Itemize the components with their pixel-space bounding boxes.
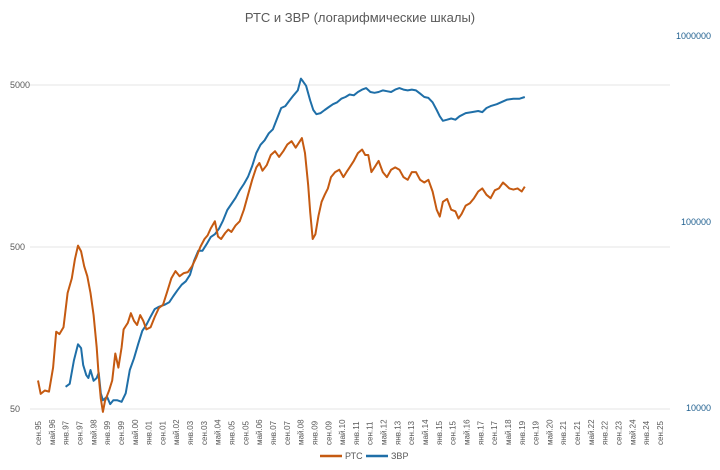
x-tick-label: сен.15 [449, 420, 458, 445]
x-tick-label: сен.25 [656, 420, 665, 445]
x-tick-label: май.08 [297, 419, 306, 445]
x-tick-label: янв.99 [103, 420, 112, 445]
x-tick-label: янв.19 [518, 420, 527, 445]
x-tick-label: сен.19 [532, 420, 541, 445]
x-tick-label: май.20 [545, 419, 554, 445]
x-tick-label: янв.09 [310, 420, 319, 445]
left-tick-label: 50 [10, 404, 20, 414]
right-tick-label: 10000 [686, 403, 711, 413]
x-tick-label: янв.15 [435, 420, 444, 445]
x-tick-label: янв.17 [476, 420, 485, 445]
right-tick-label: 100000 [681, 217, 711, 227]
x-tick-label: май.18 [504, 419, 513, 445]
legend-label-zvr: ЗВР [391, 451, 408, 461]
chart-title: РТС и ЗВР (логарифмические шкалы) [245, 10, 475, 25]
x-tick-label: сен.03 [200, 420, 209, 445]
x-tick-label: янв.21 [559, 420, 568, 445]
x-tick-label: сен.07 [283, 420, 292, 445]
x-tick-label: май.02 [172, 419, 181, 445]
x-tick-label: янв.97 [62, 420, 71, 445]
x-axis: сен.95 май.96 янв.97 сен.97 май.98 янв.99 сен.… [34, 419, 665, 445]
x-tick-label: май.98 [89, 419, 98, 445]
x-tick-label: янв.24 [642, 420, 651, 445]
legend: РТС ЗВР [320, 451, 408, 461]
x-tick-label: сен.97 [75, 420, 84, 445]
x-tick-label: сен.17 [490, 420, 499, 445]
gridlines [30, 84, 670, 410]
left-tick-label: 500 [10, 242, 25, 252]
x-tick-label: май.22 [587, 419, 596, 445]
x-tick-label: сен.09 [324, 420, 333, 445]
x-tick-label: май.00 [131, 419, 140, 445]
x-tick-label: янв.05 [228, 420, 237, 445]
x-tick-label: сен.13 [407, 420, 416, 445]
x-tick-label: янв.22 [601, 420, 610, 445]
x-tick-label: май.04 [214, 419, 223, 445]
x-tick-label: янв.07 [269, 420, 278, 445]
x-tick-label: сен.11 [366, 421, 375, 445]
x-tick-label: сен.01 [158, 420, 167, 445]
x-tick-label: май.12 [380, 419, 389, 445]
x-tick-label: сен.23 [615, 420, 624, 445]
right-axis: 10000 100000 1000000 [676, 31, 711, 413]
x-tick-label: май.24 [628, 419, 637, 445]
right-tick-label: 1000000 [676, 31, 711, 41]
x-tick-label: май.14 [421, 419, 430, 445]
x-tick-label: сен.05 [241, 420, 250, 445]
x-tick-label: май.16 [462, 419, 471, 445]
x-tick-label: янв.11 [352, 421, 361, 445]
x-tick-label: сен.95 [34, 420, 43, 445]
x-tick-label: сен.21 [573, 420, 582, 445]
x-tick-label: май.06 [255, 419, 264, 445]
x-tick-label: янв.03 [186, 420, 195, 445]
series-line-zvr [65, 77, 526, 406]
x-tick-label: май.96 [48, 419, 57, 445]
left-tick-label: 5000 [10, 80, 30, 90]
x-tick-label: май.10 [338, 419, 347, 445]
left-axis: 50 500 5000 [10, 80, 30, 414]
series-line-rts [37, 137, 526, 413]
legend-label-rts: РТС [345, 451, 363, 461]
x-tick-label: янв.01 [145, 420, 154, 445]
x-tick-label: янв.13 [393, 420, 402, 445]
x-tick-label: сен.99 [117, 420, 126, 445]
